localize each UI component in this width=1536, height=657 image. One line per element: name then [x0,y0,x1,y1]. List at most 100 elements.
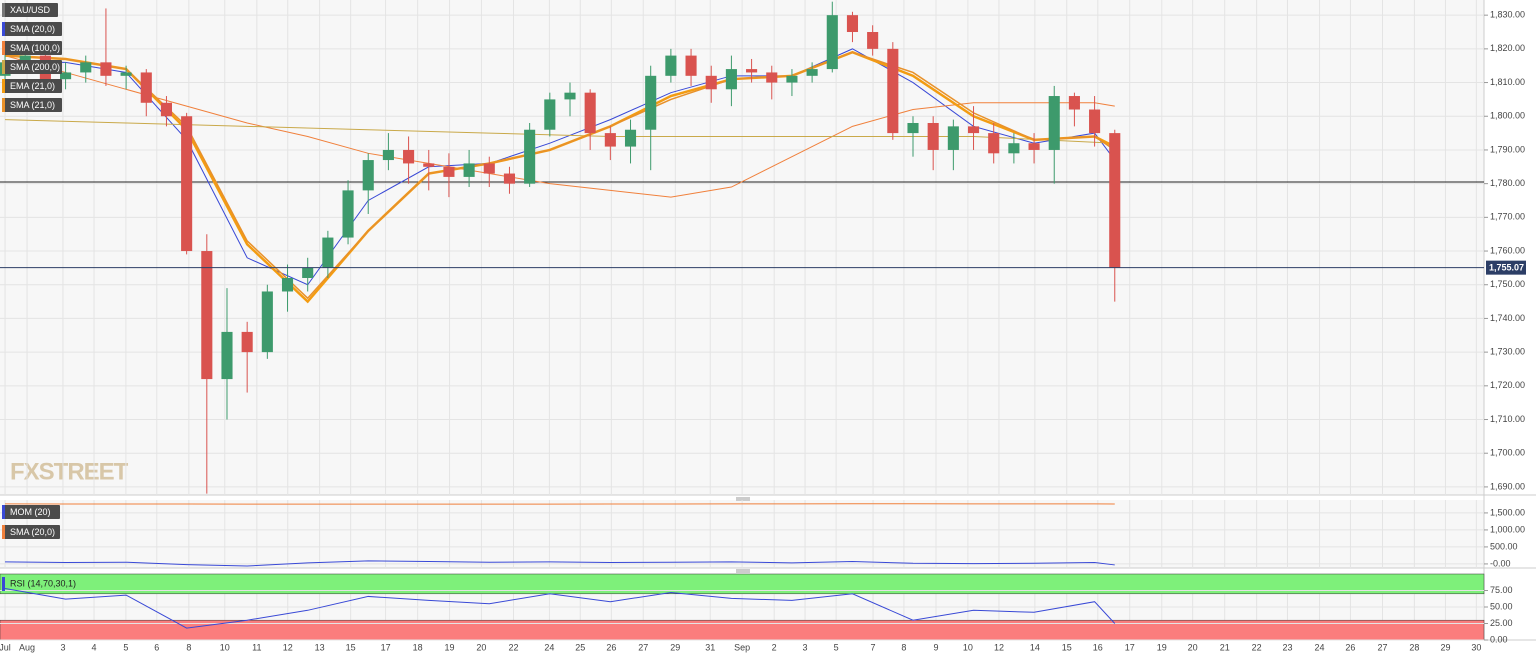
legend-box [2,22,62,36]
candle-body [261,291,273,353]
x-tick-label: 13 [315,642,325,652]
legend-label: RSI (14,70,30,1) [10,578,76,588]
candle-body [685,55,697,76]
x-tick-label: 24 [1315,642,1325,652]
indicator-line [4,588,1116,629]
y-tick-label: 1,780.00 [1490,178,1525,188]
y-tick-label: 1,830.00 [1490,10,1525,20]
y-tick-label: 1,700.00 [1490,448,1525,458]
y-tick-label: 1,820.00 [1490,43,1525,53]
legend-swatch [2,3,5,17]
legend-swatch [2,98,5,112]
x-tick-label: 15 [346,642,356,652]
candle-body [201,251,213,380]
legend-swatch [2,525,5,539]
candle-body [584,92,596,134]
candle-body [624,129,637,147]
indicator-line [5,560,1115,567]
x-tick-label: 27 [638,642,648,652]
y-tick-label: 75.00 [1490,585,1513,595]
candle-body [907,122,919,134]
resize-handle[interactable] [736,569,750,573]
x-tick-label: 26 [606,642,616,652]
watermark: FXSTREET [10,458,129,485]
x-tick-label: 17 [381,642,391,652]
candle-body [927,122,939,150]
x-tick-label: 19 [1157,642,1167,652]
candle-body [19,55,31,63]
legend-swatch [2,60,5,74]
legend-box [2,60,62,74]
y-tick-label: 1,810.00 [1490,77,1525,87]
x-tick-label: 18 [413,642,423,652]
x-tick-label: 16 [1093,642,1103,652]
y-tick-label: 25.00 [1490,618,1513,628]
candle-body [1068,96,1080,110]
candle-body [665,55,677,76]
candle-body [120,72,132,76]
x-tick-label: 10 [963,642,973,652]
x-tick-label: 5 [123,642,128,652]
candle-body [403,149,415,164]
legend-box [2,79,62,93]
candle-body [746,69,758,73]
y-tick-label: 0.00 [1490,634,1508,644]
candle-body [281,277,294,292]
y-tick-label: 1,800.00 [1490,111,1525,121]
candle-body [443,166,455,177]
y-tick-label: 1,710.00 [1490,414,1525,424]
candle-body [564,92,576,100]
x-tick-label: 27 [1378,642,1388,652]
candle-body [604,133,616,147]
x-tick-label: 15 [1062,642,1072,652]
candle-body [887,48,899,134]
x-tick-label: 14 [1030,642,1040,652]
candle-body [483,163,495,174]
x-tick-label: 20 [1188,642,1198,652]
candle-body [382,149,394,161]
candle-body [423,163,435,167]
x-tick-label: 9 [933,642,938,652]
candle-body [967,126,980,134]
x-tick-label: 31 [705,642,715,652]
y-tick-label: -0.00 [1490,558,1511,568]
candle-body [342,190,354,238]
candle-body [947,126,959,150]
legend-swatch [2,577,5,591]
candle-body [160,102,173,117]
candle-body [705,75,717,90]
legend-label: EMA (21,0) [10,81,55,91]
legend-box [2,41,62,55]
y-tick-label: 1,730.00 [1490,347,1525,357]
x-tick-label: 6 [154,642,159,652]
resize-handle[interactable] [736,497,750,501]
x-tick-label: 8 [186,642,191,652]
y-tick-label: 1,720.00 [1490,380,1525,390]
candle-body [725,69,737,90]
candle-body [503,173,516,184]
x-tick-label: 20 [476,642,486,652]
y-tick-label: 1,790.00 [1490,144,1525,154]
legend-box [2,98,62,112]
x-tick-label: 4 [92,642,97,652]
candle-body [1048,96,1060,150]
x-tick-label: 22 [1252,642,1262,652]
x-tick-label: 28 [1409,642,1419,652]
candle-body [1109,133,1121,268]
candle-body [322,237,334,268]
x-tick-label: 12 [283,642,293,652]
candle-body [181,116,193,252]
candle-body [766,72,778,83]
legend-label: SMA (20,0) [10,24,55,34]
candle-body [221,331,233,380]
x-tick-label: 12 [994,642,1004,652]
x-tick-label: 29 [1440,642,1450,652]
legend-swatch [2,22,5,36]
x-tick-label: 26 [1345,642,1355,652]
candle-body [988,133,1000,154]
y-tick-label: 1,740.00 [1490,313,1525,323]
candle-body [867,32,879,49]
legend-swatch [2,79,5,93]
candle-body [826,15,838,70]
